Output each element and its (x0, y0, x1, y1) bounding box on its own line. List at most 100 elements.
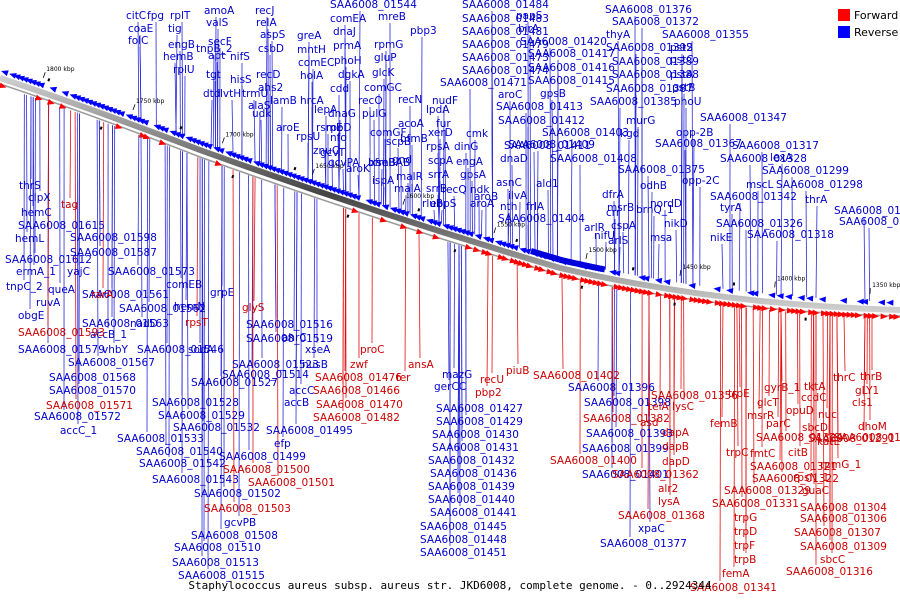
feature-arrow-reverse (189, 138, 197, 144)
gene-label-reverse: SAA6008_01510 (174, 542, 261, 554)
gene-label-forward: tktA (804, 381, 826, 393)
gene-label-reverse: folC (128, 35, 148, 47)
gene-label-reverse: SAA6008_01412 (498, 115, 585, 127)
feature-arrow-forward (723, 300, 731, 307)
leader-line-reverse (749, 164, 752, 292)
gene-label-forward: nuc (818, 409, 837, 421)
gene-label-reverse: SAA6008_01431 (432, 442, 519, 454)
gene-label-reverse: papS (516, 10, 543, 22)
leader-line-reverse (271, 40, 274, 168)
gene-label-reverse: thrA (805, 194, 828, 206)
gene-label-reverse: nfo (330, 132, 347, 144)
leader-line-forward (822, 314, 825, 527)
gene-label-reverse: cdd (330, 83, 349, 95)
leader-line-forward (561, 276, 564, 370)
feature-arrow-reverse (442, 223, 450, 230)
forward-gene-labels: tag rarA rpsT glyS SAA6008_01593 SAA6008_0157… (18, 199, 900, 594)
misc-feature-mark (732, 282, 736, 286)
gene-label-reverse: SAA6008_01481 (462, 26, 549, 38)
feature-arrow-forward (501, 255, 509, 261)
leader-line-forward (826, 314, 829, 409)
leader-line-reverse (440, 209, 443, 224)
gene-label-reverse: SAA6008_01440 (428, 494, 515, 506)
feature-arrow-reverse (97, 104, 106, 110)
misc-feature-mark (99, 126, 103, 130)
feature-arrow-reverse (1, 70, 9, 77)
legend-swatch-forward (838, 9, 850, 21)
tick-mark (493, 227, 497, 234)
leader-line-reverse (453, 195, 456, 228)
leader-line-forward (721, 304, 724, 418)
gene-label-reverse: SAA6008_01615 (18, 220, 105, 232)
feature-arrow-forward (808, 309, 816, 316)
feature-arrow-reverse (638, 275, 646, 282)
leader-line-forward (863, 316, 866, 432)
leader-line-reverse (684, 149, 687, 284)
map-caption: Staphylococcus aureus subsp. aureus str.… (188, 579, 712, 592)
misc-feature-mark (293, 166, 297, 171)
leader-line-reverse (113, 126, 116, 344)
leader-line-reverse (776, 240, 778, 295)
tick-label: 1650 kbp (315, 163, 343, 170)
feature-arrow-reverse (29, 79, 37, 86)
leader-line-reverse (282, 187, 285, 438)
gene-label-reverse: rsmE (316, 122, 343, 134)
feature-arrow-forward (889, 313, 897, 320)
gene-label-forward: gyrB_1 (764, 382, 800, 394)
feature-arrow-reverse (373, 201, 382, 208)
gene-label-reverse: recN (398, 94, 422, 106)
gene-label-reverse: srrB (426, 183, 447, 195)
gene-label-reverse: gcvT (320, 147, 346, 159)
leader-line-reverse (210, 99, 213, 146)
gene-label-reverse: xpaC (638, 523, 665, 535)
leader-line-reverse (491, 63, 493, 240)
gene-label-reverse: SAA6008_01516 (246, 319, 333, 331)
leader-line-reverse (380, 168, 383, 205)
feature-arrow-reverse (474, 234, 483, 240)
leader-line-reverse (216, 61, 219, 149)
leader-line-reverse (29, 96, 32, 310)
gene-label-reverse: relA (256, 17, 277, 29)
feature-arrow-reverse (157, 126, 166, 132)
gene-label-reverse: srrA (428, 169, 450, 181)
feature-arrow-forward (701, 298, 710, 305)
feature-arrow-reverse (49, 86, 58, 93)
feature-arrow-reverse (169, 130, 178, 137)
leader-line-reverse (238, 172, 241, 517)
leader-line-reverse (613, 287, 615, 397)
gene-label-reverse: SAA6008_01377 (600, 538, 687, 550)
reverse-leader-lines (23, 10, 871, 570)
feature-arrow-reverse (393, 208, 402, 215)
gene-label-reverse: opp-2C (682, 175, 720, 187)
gene-label-reverse: SAA6008_01573 (108, 266, 195, 278)
gene-label-reverse: pulG (362, 108, 386, 120)
misc-feature-mark (453, 248, 457, 253)
gene-label-reverse: SAA6008_01328 (720, 153, 807, 165)
feature-arrow-reverse (133, 117, 142, 123)
gene-label-reverse: prmA (333, 40, 362, 52)
legend-swatch-reverse (838, 26, 850, 38)
leader-line-forward (777, 310, 780, 418)
misc-feature-mark (631, 267, 635, 271)
gene-label-reverse: SAA6008_01561 (82, 289, 169, 301)
feature-arrow-reverse (353, 195, 362, 201)
leader-line-reverse (397, 147, 400, 211)
feature-arrow-forward (795, 308, 803, 315)
feature-arrow-reverse (201, 142, 209, 149)
leader-line-reverse (260, 119, 263, 164)
gene-label-forward: piuB (506, 365, 529, 377)
feature-arrow-reverse (458, 229, 467, 235)
gene-label-forward: SAA6008_01309 (800, 541, 887, 553)
feature-arrow-forward (812, 309, 820, 316)
feature-arrow-forward (680, 295, 689, 302)
gene-label-reverse: SAA6008_01299 (762, 165, 849, 177)
gene-label-reverse: ruvA (36, 297, 61, 309)
feature-arrow-reverse (233, 153, 241, 160)
leader-line-reverse (98, 120, 101, 247)
gene-label-reverse: nifU (594, 230, 615, 242)
gene-label-reverse: tig (168, 23, 182, 35)
gene-label-reverse: SAA6008_01439 (428, 481, 515, 493)
feature-arrow-reverse (381, 204, 390, 211)
feature-arrow-reverse (141, 120, 150, 126)
leader-line-reverse (420, 36, 423, 218)
